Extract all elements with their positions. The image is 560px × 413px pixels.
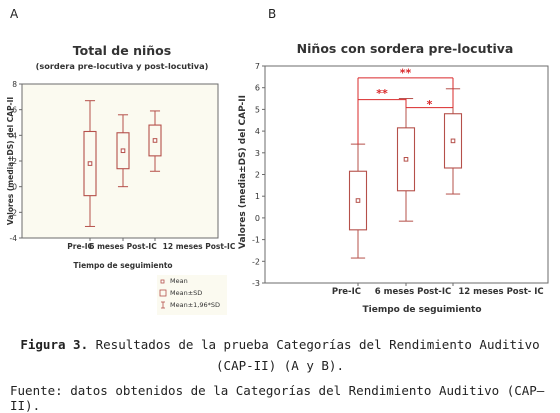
y-tick-label-a: 8 bbox=[12, 80, 17, 89]
sd-box-a bbox=[83, 130, 97, 197]
y-tick-label-a: -4 bbox=[10, 234, 18, 243]
y-tick-label-b: 2 bbox=[255, 171, 260, 180]
legend-entry: Mean bbox=[170, 277, 188, 285]
panel-a-letter: A bbox=[10, 7, 19, 21]
y-tick-label-b: -2 bbox=[252, 257, 260, 266]
mean-marker-a bbox=[87, 161, 93, 166]
y-tick-label-b: 4 bbox=[255, 127, 260, 136]
x-category-label-b: Pre-IC bbox=[332, 287, 361, 297]
sd-box-b bbox=[443, 113, 463, 169]
legend-mean-swatch bbox=[160, 279, 165, 284]
mean-marker-b bbox=[450, 138, 456, 144]
legend-sd-swatch bbox=[159, 289, 167, 297]
caption-text-line1: Resultados de la prueba Categorías del R… bbox=[95, 337, 540, 352]
y-tick-label-b: 3 bbox=[255, 149, 260, 158]
panel-b-letter: B bbox=[268, 7, 277, 21]
x-category-label-b: 12 meses Post- IC bbox=[458, 287, 543, 297]
plot-area-a bbox=[21, 83, 219, 239]
y-tick-label-a: 6 bbox=[12, 106, 17, 115]
legend-entry: Mean±1,96*SD bbox=[170, 301, 220, 309]
y-tick-label-b: -1 bbox=[252, 236, 260, 245]
x-axis-label-a: Tiempo de seguimiento bbox=[73, 261, 172, 270]
source-note: Fuente: datos obtenidos de la Categorías… bbox=[10, 383, 545, 413]
mean-marker-a bbox=[120, 148, 126, 154]
x-category-label-a: Pre-IC bbox=[67, 242, 93, 251]
y-tick-label-b: 0 bbox=[255, 214, 260, 223]
y-axis-label-a: Valores (media±DS) del CAP-II bbox=[6, 97, 15, 226]
mean-marker-b bbox=[403, 157, 409, 162]
y-tick-label-b: 1 bbox=[255, 192, 260, 201]
x-axis-label-b: Tiempo de seguimiento bbox=[363, 305, 482, 315]
chart-subtitle-a: (sordera pre-locutiva y post-locutiva) bbox=[36, 61, 209, 71]
sd-box-b bbox=[348, 170, 368, 231]
y-tick-label-a: 2 bbox=[12, 157, 17, 166]
y-tick-label-a: 4 bbox=[12, 131, 17, 140]
mean-marker-b bbox=[355, 198, 361, 203]
y-axis-label-b: Valores (media±DS) del CAP-II bbox=[238, 95, 248, 249]
caption-label: Figura 3. bbox=[20, 337, 89, 352]
x-category-label-b: 6 meses Post-IC bbox=[375, 287, 451, 297]
chart-title-b: Niños con sordera pre-locutiva bbox=[297, 41, 514, 56]
y-tick-label-b: 6 bbox=[255, 84, 260, 93]
y-tick-label-b: 5 bbox=[255, 105, 260, 114]
chart-title-a: Total de niños bbox=[73, 43, 171, 58]
legend-entry: Mean±SD bbox=[170, 289, 202, 297]
x-category-label-a: 12 meses Post-IC bbox=[163, 242, 236, 251]
sd-box-a bbox=[116, 132, 130, 170]
legend-box bbox=[157, 275, 227, 315]
significance-label: ** bbox=[400, 66, 412, 79]
x-category-label-a: 6 meses Post-IC bbox=[89, 242, 157, 251]
mean-marker-a bbox=[152, 138, 158, 143]
y-tick-label-a: -2 bbox=[10, 208, 18, 217]
y-tick-label-b: 7 bbox=[255, 62, 260, 71]
y-tick-label-a: 0 bbox=[12, 183, 17, 192]
sd-box-b bbox=[396, 127, 416, 192]
y-tick-label-b: -3 bbox=[252, 279, 260, 288]
figure-caption: Figura 3. Resultados de la prueba Catego… bbox=[0, 334, 560, 376]
significance-label: ** bbox=[376, 87, 388, 100]
sd-box-a bbox=[148, 124, 162, 157]
significance-label: * bbox=[427, 98, 433, 111]
caption-text-line2: (CAP-II) (A y B). bbox=[216, 358, 344, 373]
